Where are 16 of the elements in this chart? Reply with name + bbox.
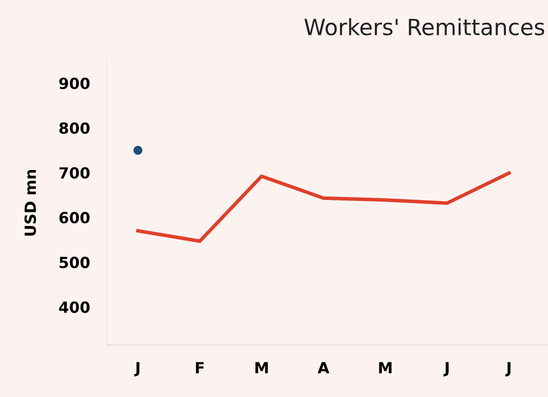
y-tick-label: 400 xyxy=(59,301,90,313)
y-axis-title: USD mn xyxy=(24,170,36,236)
x-tick-label: M xyxy=(255,362,268,374)
y-tick-label: 600 xyxy=(59,212,90,224)
x-tick-label: J xyxy=(505,362,510,376)
line-series xyxy=(136,171,511,243)
x-tick-label: J xyxy=(443,362,449,376)
x-tick-label: J xyxy=(134,362,140,376)
y-tick-label: 700 xyxy=(59,167,90,179)
x-tick-label: M xyxy=(379,362,392,374)
chart-title: Workers' Remittances xyxy=(304,18,544,36)
x-tick-label: F xyxy=(196,362,204,374)
y-tick-label: 800 xyxy=(59,122,90,134)
y-tick-label: 900 xyxy=(59,78,90,90)
y-tick-label: 500 xyxy=(60,256,90,268)
x-tick-label: A xyxy=(318,362,330,374)
